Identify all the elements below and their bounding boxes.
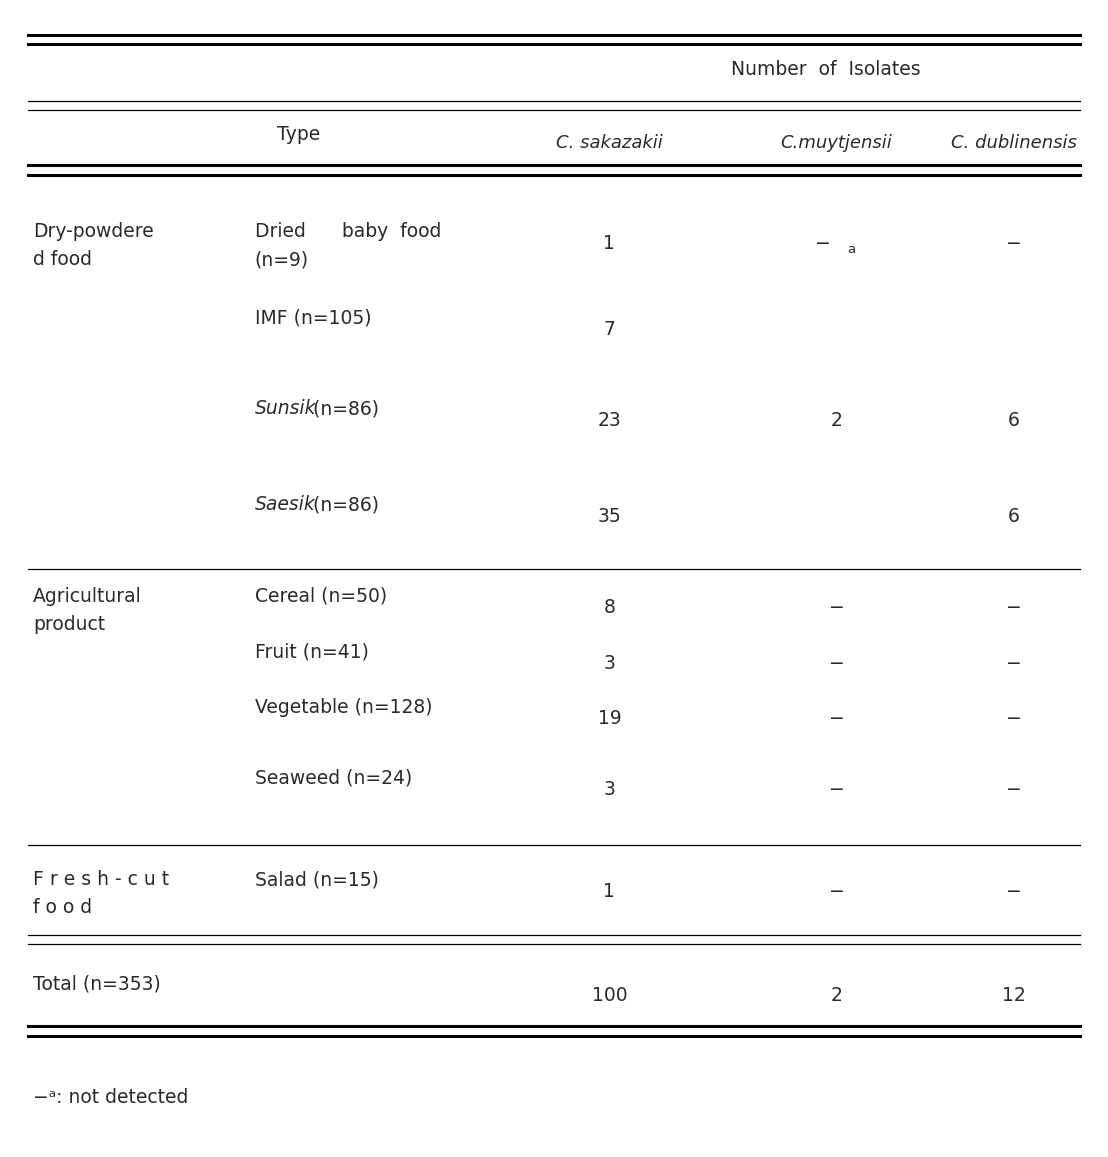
Text: 2: 2 xyxy=(831,986,842,1004)
Text: 12: 12 xyxy=(1002,986,1026,1004)
Text: Salad (n=15): Salad (n=15) xyxy=(255,870,379,889)
Text: −: − xyxy=(1006,709,1022,728)
Text: Total (n=353): Total (n=353) xyxy=(33,974,161,993)
Text: −: − xyxy=(829,598,844,617)
Text: 2: 2 xyxy=(831,411,842,429)
Text: Number  of  Isolates: Number of Isolates xyxy=(730,60,921,80)
Text: −: − xyxy=(1006,234,1022,252)
Text: 7: 7 xyxy=(604,320,615,339)
Text: Saesik: Saesik xyxy=(255,495,316,514)
Text: 23: 23 xyxy=(597,411,622,429)
Text: Fruit (n=41): Fruit (n=41) xyxy=(255,642,369,661)
Text: (n=86): (n=86) xyxy=(307,495,379,514)
Text: 3: 3 xyxy=(604,654,615,672)
Text: 19: 19 xyxy=(597,709,622,728)
Text: Dried      baby  food
(n=9): Dried baby food (n=9) xyxy=(255,222,441,270)
Text: 3: 3 xyxy=(604,780,615,798)
Text: F r e s h - c u t
f o o d: F r e s h - c u t f o o d xyxy=(33,870,170,918)
Text: 100: 100 xyxy=(592,986,627,1004)
Text: 1: 1 xyxy=(604,882,615,900)
Text: −: − xyxy=(1006,882,1022,900)
Text: a: a xyxy=(848,243,855,256)
Text: −: − xyxy=(829,709,844,728)
Text: −: − xyxy=(829,654,844,672)
Text: C.muytjensii: C.muytjensii xyxy=(781,134,892,153)
Text: −: − xyxy=(829,780,844,798)
Text: 6: 6 xyxy=(1008,507,1019,525)
Text: Agricultural
product: Agricultural product xyxy=(33,587,142,634)
Text: C. dublinensis: C. dublinensis xyxy=(951,134,1077,153)
Text: Sunsik: Sunsik xyxy=(255,399,317,418)
Text: C. sakazakii: C. sakazakii xyxy=(556,134,663,153)
Text: 1: 1 xyxy=(604,234,615,252)
Text: 8: 8 xyxy=(604,598,615,617)
Text: −ᵃ: not detected: −ᵃ: not detected xyxy=(33,1088,188,1106)
Text: −: − xyxy=(1006,654,1022,672)
Text: −: − xyxy=(1006,780,1022,798)
Text: IMF (n=105): IMF (n=105) xyxy=(255,309,371,327)
Text: −: − xyxy=(829,882,844,900)
Text: 6: 6 xyxy=(1008,411,1019,429)
Text: Seaweed (n=24): Seaweed (n=24) xyxy=(255,768,412,787)
Text: Type: Type xyxy=(277,125,320,143)
Text: Dry-powdere
d food: Dry-powdere d food xyxy=(33,222,154,270)
Text: Vegetable (n=128): Vegetable (n=128) xyxy=(255,698,432,716)
Text: (n=86): (n=86) xyxy=(307,399,379,418)
Text: 35: 35 xyxy=(597,507,622,525)
Text: −: − xyxy=(1006,598,1022,617)
Text: −: − xyxy=(815,234,831,252)
Text: Cereal (n=50): Cereal (n=50) xyxy=(255,587,387,605)
